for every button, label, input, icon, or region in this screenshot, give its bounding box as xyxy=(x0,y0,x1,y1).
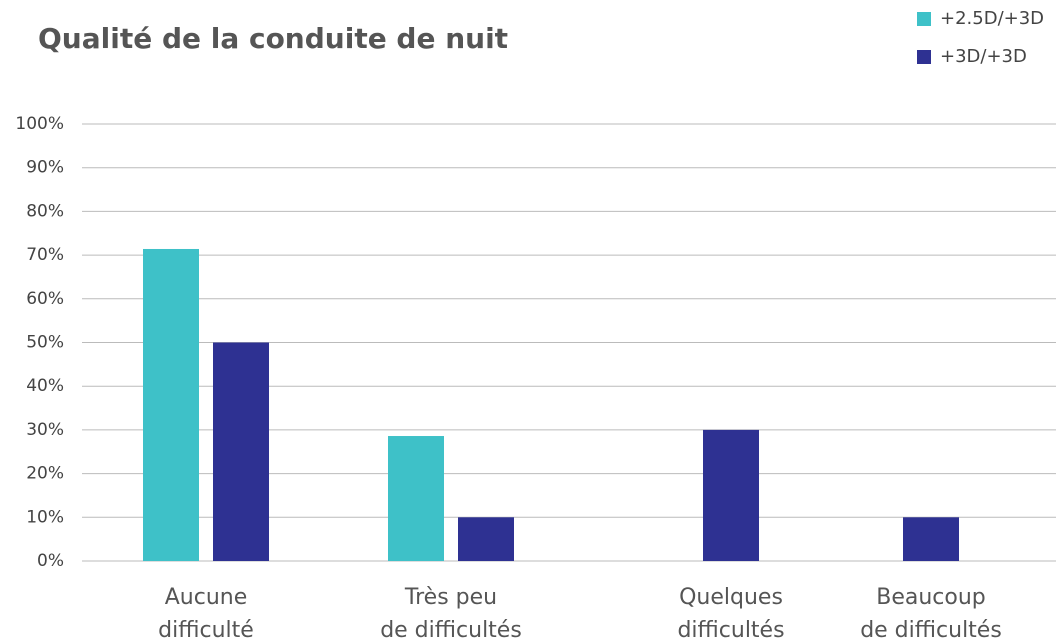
y-tick-label: 40% xyxy=(26,376,64,396)
x-tick-label: de difficultés xyxy=(380,618,522,642)
bar xyxy=(458,517,514,561)
x-tick-label: Très peu xyxy=(404,585,497,610)
x-tick-label: de difficultés xyxy=(860,618,1002,642)
y-tick-label: 100% xyxy=(15,114,64,134)
y-tick-label: 60% xyxy=(26,289,64,309)
x-tick-label: difficultés xyxy=(677,618,784,642)
y-tick-label: 90% xyxy=(26,158,64,178)
y-tick-label: 10% xyxy=(26,507,64,527)
y-tick-label: 50% xyxy=(26,333,64,353)
legend-swatch xyxy=(917,12,931,26)
y-tick-label: 0% xyxy=(37,551,64,571)
legend-label: +2.5D/+3D xyxy=(940,8,1044,29)
y-tick-label: 30% xyxy=(26,420,64,440)
legend-label: +3D/+3D xyxy=(940,46,1027,67)
legend-swatch xyxy=(917,50,931,64)
bar xyxy=(703,429,759,561)
y-tick-label: 80% xyxy=(26,201,64,221)
bar xyxy=(388,436,444,561)
y-tick-label: 70% xyxy=(26,245,64,265)
bar xyxy=(213,342,269,561)
x-tick-label: Beaucoup xyxy=(876,585,986,610)
x-tick-label: Quelques xyxy=(679,585,783,610)
bar xyxy=(143,248,199,561)
x-tick-label: Aucune xyxy=(165,585,248,610)
x-tick-label: difficulté xyxy=(158,618,254,642)
bar xyxy=(903,517,959,561)
chart-title: Qualité de la conduite de nuit xyxy=(38,22,508,55)
y-tick-label: 20% xyxy=(26,464,64,484)
